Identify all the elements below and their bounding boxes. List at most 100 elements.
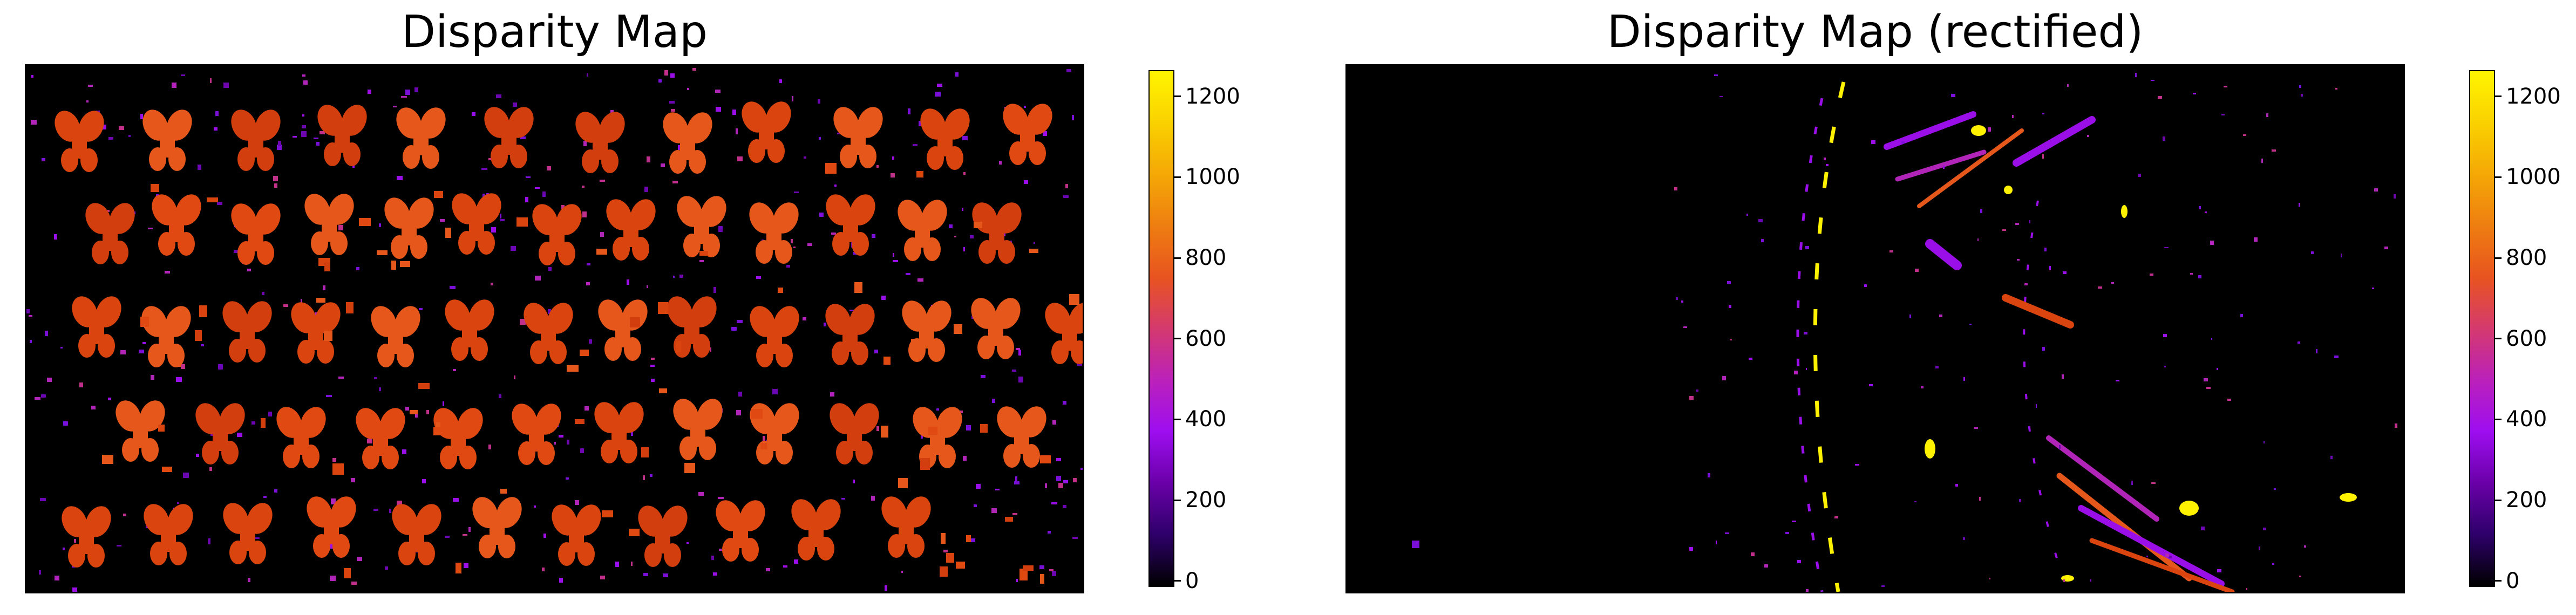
disparity-speckle xyxy=(30,340,32,343)
disparity-speckle xyxy=(1681,300,1683,303)
disparity-speckle xyxy=(128,135,131,137)
disparity-speckle xyxy=(414,87,418,92)
disparity-blob xyxy=(382,446,399,469)
disparity-speckle xyxy=(2164,247,2169,248)
disparity-speckle xyxy=(615,562,619,567)
disparity-chip xyxy=(102,455,113,464)
disparity-blob xyxy=(498,535,515,558)
tick-mark xyxy=(1174,338,1181,340)
disparity-speckle xyxy=(651,358,655,360)
disparity-blob xyxy=(624,337,641,361)
disparity-blob xyxy=(332,534,350,558)
disparity-speckle xyxy=(1689,396,1694,400)
disparity-blob xyxy=(558,242,575,265)
disparity-blob xyxy=(111,241,128,264)
disparity-speckle xyxy=(954,236,956,237)
disparity-speckle xyxy=(2261,159,2263,163)
disparity-streak xyxy=(2023,200,2066,584)
disparity-speckle xyxy=(1855,464,1859,466)
disparity-chip xyxy=(1005,517,1013,522)
disparity-speckle xyxy=(302,74,305,77)
disparity-chip xyxy=(1023,565,1034,571)
disparity-speckle xyxy=(31,75,33,78)
disparity-chip xyxy=(324,262,330,271)
disparity-blob xyxy=(229,339,246,363)
disparity-speckle xyxy=(54,234,57,240)
disparity-speckle xyxy=(692,68,696,71)
disparity-speckle xyxy=(841,498,845,500)
disparity-speckle xyxy=(60,347,63,348)
disparity-speckle xyxy=(2012,115,2014,118)
disparity-blob xyxy=(689,150,706,174)
disparity-chip xyxy=(928,427,937,435)
disparity-speckle xyxy=(488,445,491,449)
disparity-speckle xyxy=(283,304,288,307)
disparity-speckle xyxy=(731,327,737,331)
tick-mark xyxy=(1174,580,1181,582)
disparity-blob xyxy=(776,344,793,367)
disparity-speckle xyxy=(139,350,144,353)
disparity-speckle xyxy=(379,223,381,227)
disparity-speckle xyxy=(2163,334,2167,337)
disparity-speckle xyxy=(872,234,875,238)
disparity-blob xyxy=(908,338,926,362)
disparity-blob xyxy=(817,537,834,561)
disparity-speckle xyxy=(650,365,655,367)
disparity-speckle xyxy=(1871,140,1875,144)
disparity-speckle xyxy=(1785,532,1789,534)
disparity-speckle xyxy=(1792,521,1796,522)
disparity-speckle xyxy=(1729,305,1731,308)
disparity-speckle xyxy=(419,308,423,310)
disparity-blob xyxy=(249,541,266,564)
disparity-speckle xyxy=(301,299,302,305)
disparity-blob xyxy=(221,441,239,464)
disparity-speckle xyxy=(2042,113,2044,114)
disparity-blob xyxy=(518,441,535,465)
disparity-chip xyxy=(1040,574,1044,584)
disparity-blob xyxy=(362,446,379,469)
disparity-speckle xyxy=(908,108,910,114)
disparity-speckle xyxy=(2372,288,2374,289)
disparity-speckle xyxy=(385,566,388,570)
disparity-speckle xyxy=(491,227,496,233)
disparity-speckle xyxy=(443,401,444,406)
disparity-speckle xyxy=(937,84,942,87)
disparity-speckle xyxy=(963,456,967,461)
disparity-blob xyxy=(601,440,618,463)
disparity-blob xyxy=(644,543,662,567)
disparity-speckle xyxy=(351,478,355,482)
tick-label: 800 xyxy=(2506,245,2547,271)
disparity-speckle xyxy=(215,111,219,116)
disparity-blob xyxy=(679,436,697,460)
disparity-speckle xyxy=(1016,348,1020,350)
disparity-speckle xyxy=(2206,387,2211,389)
disparity-speckle xyxy=(79,382,83,387)
disparity-speckle xyxy=(2131,481,2133,485)
disparity-speckle xyxy=(1921,386,1923,388)
disparity-blob xyxy=(2121,205,2128,218)
disparity-blob xyxy=(510,145,527,168)
disparity-blob xyxy=(297,340,315,364)
disparity-speckle xyxy=(520,319,526,325)
disparity-speckle xyxy=(763,436,765,441)
disparity-speckle xyxy=(2146,556,2148,557)
disparity-speckle xyxy=(247,269,251,271)
disparity-speckle xyxy=(2044,248,2047,251)
disparity-speckle xyxy=(567,440,569,445)
tick-mark xyxy=(1174,418,1181,420)
colorbar-ticks: 0 200 400 600 800 1000 1200 xyxy=(1174,70,1261,593)
disparity-speckle xyxy=(807,243,812,246)
disparity-speckle xyxy=(906,273,910,275)
disparity-blob xyxy=(927,146,944,170)
disparity-speckle xyxy=(2311,251,2314,254)
disparity-speckle xyxy=(2158,96,2162,99)
disparity-speckle xyxy=(580,448,584,453)
disparity-speckle xyxy=(210,78,212,83)
disparity-speckle xyxy=(2087,135,2089,137)
disparity-speckle xyxy=(1073,478,1077,482)
disparity-speckle xyxy=(453,369,456,371)
disparity-speckle xyxy=(534,505,536,508)
disparity-speckle xyxy=(803,317,806,320)
disparity-speckle xyxy=(338,377,344,379)
tick-label: 200 xyxy=(1185,488,1227,513)
